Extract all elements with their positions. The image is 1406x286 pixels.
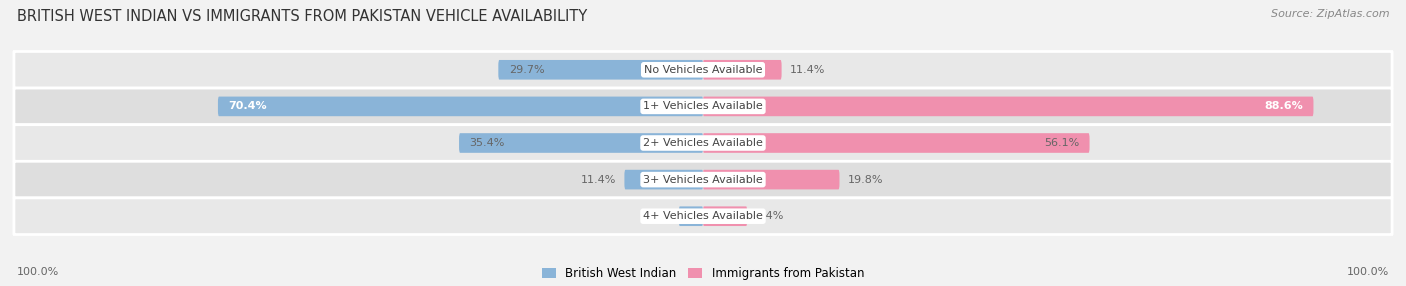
- Text: 56.1%: 56.1%: [1043, 138, 1080, 148]
- FancyBboxPatch shape: [703, 170, 839, 189]
- FancyBboxPatch shape: [703, 133, 1090, 153]
- Text: 19.8%: 19.8%: [848, 175, 883, 184]
- Text: 1+ Vehicles Available: 1+ Vehicles Available: [643, 102, 763, 111]
- Text: 88.6%: 88.6%: [1264, 102, 1303, 111]
- FancyBboxPatch shape: [14, 161, 1392, 198]
- Text: 100.0%: 100.0%: [1347, 267, 1389, 277]
- Text: 100.0%: 100.0%: [17, 267, 59, 277]
- Text: BRITISH WEST INDIAN VS IMMIGRANTS FROM PAKISTAN VEHICLE AVAILABILITY: BRITISH WEST INDIAN VS IMMIGRANTS FROM P…: [17, 9, 588, 23]
- Text: 6.4%: 6.4%: [755, 211, 783, 221]
- FancyBboxPatch shape: [498, 60, 703, 80]
- Text: Source: ZipAtlas.com: Source: ZipAtlas.com: [1271, 9, 1389, 19]
- Legend: British West Indian, Immigrants from Pakistan: British West Indian, Immigrants from Pak…: [541, 267, 865, 280]
- Text: 4+ Vehicles Available: 4+ Vehicles Available: [643, 211, 763, 221]
- FancyBboxPatch shape: [14, 125, 1392, 161]
- Text: 35.4%: 35.4%: [470, 138, 505, 148]
- FancyBboxPatch shape: [218, 97, 703, 116]
- FancyBboxPatch shape: [14, 198, 1392, 235]
- FancyBboxPatch shape: [703, 97, 1313, 116]
- Text: 3+ Vehicles Available: 3+ Vehicles Available: [643, 175, 763, 184]
- Text: 11.4%: 11.4%: [790, 65, 825, 75]
- Text: 2+ Vehicles Available: 2+ Vehicles Available: [643, 138, 763, 148]
- Text: 3.5%: 3.5%: [643, 211, 671, 221]
- Text: No Vehicles Available: No Vehicles Available: [644, 65, 762, 75]
- FancyBboxPatch shape: [703, 60, 782, 80]
- FancyBboxPatch shape: [624, 170, 703, 189]
- FancyBboxPatch shape: [14, 51, 1392, 88]
- FancyBboxPatch shape: [14, 88, 1392, 125]
- Text: 11.4%: 11.4%: [581, 175, 616, 184]
- FancyBboxPatch shape: [679, 206, 703, 226]
- FancyBboxPatch shape: [703, 206, 747, 226]
- Text: 70.4%: 70.4%: [228, 102, 267, 111]
- FancyBboxPatch shape: [460, 133, 703, 153]
- Text: 29.7%: 29.7%: [509, 65, 544, 75]
